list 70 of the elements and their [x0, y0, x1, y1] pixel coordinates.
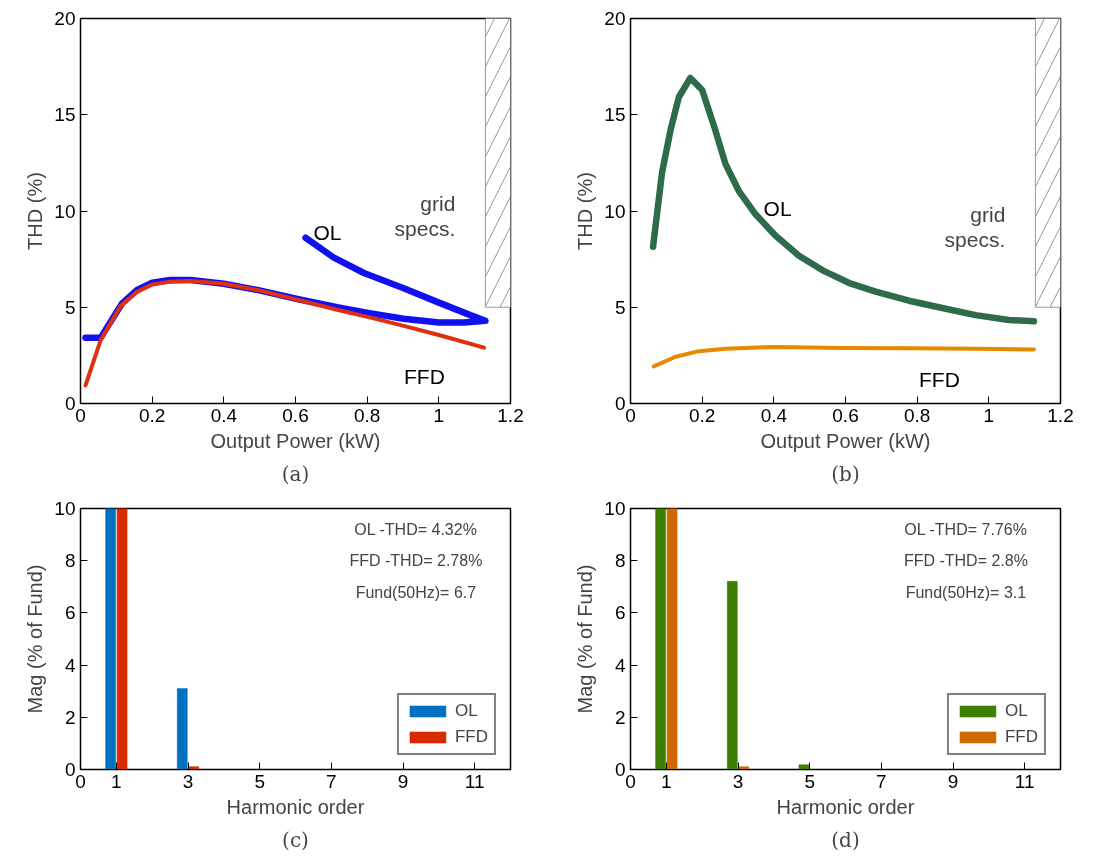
legend-label: OL	[454, 701, 478, 721]
x-axis-title: Harmonic order	[226, 795, 365, 818]
x-tick-label: 1	[983, 404, 995, 426]
y-tick-label: 8	[64, 550, 76, 572]
y-tick-label: 20	[604, 8, 626, 29]
series-label: OL	[313, 220, 342, 244]
annotation: Fund(50Hz)= 3.1	[905, 583, 1027, 601]
text: (d)	[831, 827, 860, 852]
annotation: OL -THD= 7.76%	[904, 520, 1027, 538]
y-tick-label: 5	[64, 296, 76, 318]
x-tick-label: 5	[254, 770, 265, 792]
band-label: grid specs.	[944, 203, 1006, 252]
x-tick-label: 7	[876, 770, 887, 792]
x-tick-label: 0.8	[353, 404, 381, 426]
x-tick-label: 1.2	[497, 404, 524, 426]
y-tick-label: 10	[54, 200, 76, 222]
x-tick-label: 0.4	[210, 404, 238, 426]
x-tick-label: 0.6	[282, 404, 309, 426]
band-label: grid specs.	[394, 191, 456, 240]
legend-label: FFD	[454, 727, 488, 747]
x-tick-label: 0.4	[760, 404, 788, 426]
annotation: FFD -THD= 2.8%	[903, 552, 1028, 570]
y-tick-label: 10	[604, 200, 626, 222]
x-axis-title: Output Power (kW)	[760, 429, 931, 452]
y-tick-label: 6	[614, 602, 626, 624]
x-axis-title: Harmonic order	[776, 795, 915, 818]
series-label: FFD	[918, 368, 960, 392]
text: (c)	[282, 827, 309, 852]
x-tick-label: 11	[464, 770, 485, 792]
x-tick-label: 1.2	[1047, 404, 1074, 426]
series-label: OL	[763, 197, 792, 221]
y-tick-label: 10	[604, 498, 626, 519]
y-tick-label: 15	[54, 104, 76, 126]
y-axis-title: Mag (% of Fund)	[24, 564, 47, 714]
x-tick-label: 1	[111, 770, 122, 792]
y-axis-title: THD (%)	[574, 172, 597, 250]
legend-label: OL	[1004, 701, 1028, 721]
y-axis-title: THD (%)	[24, 172, 47, 250]
x-tick-label: 0.8	[903, 404, 931, 426]
x-tick-label: 9	[397, 770, 409, 792]
x-tick-label: 9	[947, 770, 959, 792]
y-tick-label: 20	[54, 8, 76, 29]
y-tick-label: 15	[604, 104, 626, 126]
legend-label: FFD	[1004, 727, 1038, 747]
x-tick-label: 5	[804, 770, 815, 792]
annotation: OL -THD= 4.32%	[354, 520, 477, 538]
text: (b)	[831, 461, 860, 486]
y-tick-label: 5	[614, 296, 626, 318]
y-tick-label: 2	[614, 706, 626, 728]
y-axis-title: Mag (% of Fund)	[574, 564, 597, 714]
y-tick-label: 4	[614, 654, 626, 676]
y-tick-label: 6	[64, 602, 76, 624]
x-tick-label: 3	[182, 770, 194, 792]
x-tick-label: 0.6	[832, 404, 859, 426]
y-tick-label: 2	[64, 706, 76, 728]
x-tick-label: 1	[661, 770, 672, 792]
annotation: FFD -THD= 2.78%	[349, 552, 483, 570]
x-tick-label: 0.2	[688, 404, 716, 426]
y-tick-label: 4	[64, 654, 76, 676]
series-label: FFD	[403, 364, 445, 388]
x-axis-title: Output Power (kW)	[210, 429, 381, 452]
annotation: Fund(50Hz)= 6.7	[355, 583, 477, 601]
x-tick-label: 1	[433, 404, 445, 426]
x-tick-label: 0.2	[138, 404, 166, 426]
y-tick-label: 8	[614, 550, 626, 572]
x-tick-label: 7	[326, 770, 337, 792]
y-tick-label: 10	[54, 498, 76, 519]
x-tick-label: 3	[732, 770, 744, 792]
x-tick-label: 11	[1014, 770, 1035, 792]
text: (a)	[281, 461, 310, 486]
